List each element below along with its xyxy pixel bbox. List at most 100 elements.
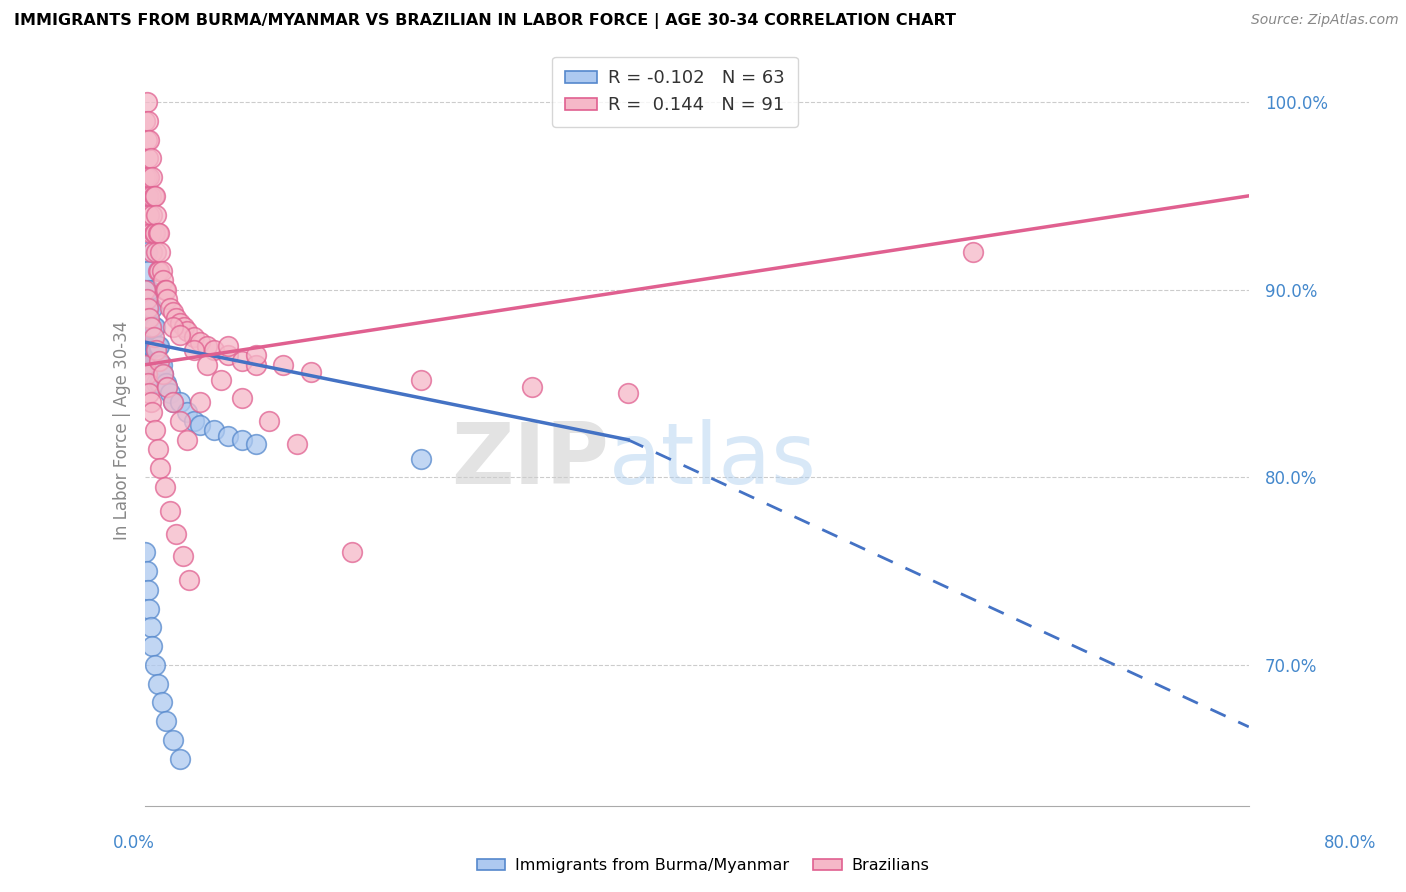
Point bbox=[136, 189, 159, 203]
Point bbox=[148, 358, 170, 372]
Point bbox=[136, 376, 159, 391]
Point bbox=[139, 358, 162, 372]
Text: ZIP: ZIP bbox=[451, 419, 609, 502]
Point bbox=[172, 549, 194, 563]
Point bbox=[162, 395, 184, 409]
Point bbox=[159, 504, 181, 518]
Point bbox=[145, 376, 167, 391]
Legend: R = -0.102   N = 63, R =  0.144   N = 91: R = -0.102 N = 63, R = 0.144 N = 91 bbox=[553, 57, 797, 127]
Point bbox=[183, 329, 205, 343]
Point bbox=[134, 170, 156, 185]
Point bbox=[136, 339, 159, 353]
Point bbox=[149, 376, 172, 391]
Point bbox=[190, 395, 212, 409]
Point bbox=[138, 358, 160, 372]
Point bbox=[146, 442, 169, 457]
Y-axis label: In Labor Force | Age 30-34: In Labor Force | Age 30-34 bbox=[114, 321, 131, 540]
Point bbox=[299, 365, 322, 379]
Point bbox=[176, 404, 198, 418]
Point bbox=[173, 320, 195, 334]
Point bbox=[195, 339, 218, 353]
Point bbox=[135, 245, 157, 260]
Point bbox=[195, 358, 218, 372]
Point bbox=[146, 676, 169, 690]
Point bbox=[149, 358, 172, 372]
Point bbox=[156, 380, 179, 394]
Point bbox=[138, 132, 160, 146]
Point bbox=[138, 339, 160, 353]
Point bbox=[136, 301, 159, 316]
Point bbox=[190, 335, 212, 350]
Point bbox=[136, 152, 159, 166]
Point bbox=[134, 339, 156, 353]
Point bbox=[145, 358, 167, 372]
Text: 0.0%: 0.0% bbox=[112, 834, 155, 852]
Point bbox=[141, 639, 163, 653]
Point bbox=[141, 208, 163, 222]
Point bbox=[159, 301, 181, 316]
Point bbox=[142, 358, 165, 372]
Point bbox=[134, 545, 156, 559]
Point bbox=[150, 358, 173, 372]
Point bbox=[142, 227, 165, 241]
Point bbox=[152, 367, 174, 381]
Point bbox=[169, 414, 191, 428]
Point bbox=[165, 526, 187, 541]
Point bbox=[145, 245, 167, 260]
Point bbox=[135, 367, 157, 381]
Point bbox=[190, 417, 212, 432]
Point bbox=[142, 329, 165, 343]
Point bbox=[139, 320, 162, 334]
Point bbox=[146, 264, 169, 278]
Point bbox=[148, 264, 170, 278]
Point bbox=[342, 545, 364, 559]
Point bbox=[217, 348, 239, 362]
Point bbox=[143, 424, 166, 438]
Point bbox=[138, 283, 160, 297]
Point bbox=[139, 620, 162, 634]
Point bbox=[271, 358, 294, 372]
Point bbox=[245, 436, 267, 450]
Point bbox=[202, 424, 225, 438]
Point bbox=[217, 339, 239, 353]
Point bbox=[155, 283, 177, 297]
Point bbox=[155, 714, 177, 729]
Point bbox=[135, 283, 157, 297]
Legend: Immigrants from Burma/Myanmar, Brazilians: Immigrants from Burma/Myanmar, Brazilian… bbox=[470, 852, 936, 880]
Point bbox=[141, 245, 163, 260]
Point bbox=[145, 343, 167, 357]
Point bbox=[139, 395, 162, 409]
Point bbox=[135, 170, 157, 185]
Point bbox=[162, 320, 184, 334]
Point bbox=[136, 264, 159, 278]
Point bbox=[146, 227, 169, 241]
Point bbox=[209, 373, 232, 387]
Point bbox=[245, 358, 267, 372]
Point bbox=[134, 113, 156, 128]
Point bbox=[153, 283, 176, 297]
Point bbox=[141, 358, 163, 372]
Point bbox=[176, 433, 198, 447]
Point bbox=[141, 170, 163, 185]
Point bbox=[169, 317, 191, 331]
Point bbox=[138, 301, 160, 316]
Text: atlas: atlas bbox=[609, 419, 817, 502]
Text: 80.0%: 80.0% bbox=[1323, 834, 1376, 852]
Point bbox=[231, 433, 253, 447]
Point bbox=[142, 320, 165, 334]
Point bbox=[155, 376, 177, 391]
Point bbox=[146, 358, 169, 372]
Point bbox=[162, 305, 184, 319]
Point bbox=[134, 358, 156, 372]
Point bbox=[136, 113, 159, 128]
Point bbox=[183, 343, 205, 357]
Point bbox=[148, 376, 170, 391]
Point bbox=[138, 601, 160, 615]
Point bbox=[139, 320, 162, 334]
Point bbox=[179, 574, 201, 588]
Point bbox=[146, 339, 169, 353]
Point bbox=[139, 152, 162, 166]
Point bbox=[135, 564, 157, 578]
Point bbox=[148, 354, 170, 368]
Point bbox=[169, 327, 191, 342]
